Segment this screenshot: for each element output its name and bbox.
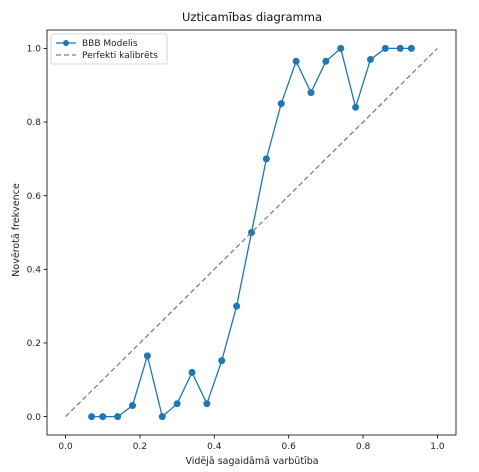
model-data-point <box>100 414 106 420</box>
x-tick-label: 1.0 <box>430 442 445 452</box>
model-data-point <box>367 56 373 62</box>
y-tick-label: 0.4 <box>27 266 42 276</box>
model-data-point <box>174 401 180 407</box>
model-data-point <box>89 414 95 420</box>
model-data-point <box>263 156 269 162</box>
x-tick-label: 0.8 <box>356 442 371 452</box>
y-tick-label: 0.0 <box>27 413 42 423</box>
model-data-point <box>338 45 344 51</box>
x-tick-label: 0.4 <box>207 442 222 452</box>
model-data-point <box>353 104 359 110</box>
model-data-point <box>159 414 165 420</box>
x-axis-label: Vidējā sagaidāmā varbūtība <box>185 456 318 467</box>
model-data-point <box>397 45 403 51</box>
model-data-point <box>130 403 136 409</box>
x-tick-label: 0.0 <box>58 442 73 452</box>
model-data-point <box>144 353 150 359</box>
y-tick-label: 0.2 <box>27 339 41 349</box>
model-data-point <box>278 101 284 107</box>
model-data-point <box>382 45 388 51</box>
model-data-point <box>204 401 210 407</box>
x-tick-label: 0.6 <box>282 442 297 452</box>
legend-entry-label: Perfekti kalibrēts <box>82 51 158 61</box>
legend-swatch-marker <box>63 40 69 46</box>
legend-entry-label: BBB Modelis <box>82 39 138 49</box>
model-data-point <box>219 358 225 364</box>
model-data-point <box>308 90 314 96</box>
model-data-point <box>234 303 240 309</box>
y-tick-label: 1.0 <box>27 45 42 55</box>
model-data-point <box>189 369 195 375</box>
chart-title: Uzticamības diagramma <box>182 10 322 24</box>
model-data-point <box>408 45 414 51</box>
model-data-point <box>323 58 329 64</box>
model-data-point <box>115 414 121 420</box>
y-tick-label: 0.6 <box>27 192 42 202</box>
y-axis-label: Novērotā frekvence <box>11 183 22 277</box>
y-tick-label: 0.8 <box>27 118 42 128</box>
model-data-point <box>293 58 299 64</box>
x-tick-label: 0.2 <box>133 442 147 452</box>
legend: BBB Modelis Perfekti kalibrēts <box>51 34 167 64</box>
